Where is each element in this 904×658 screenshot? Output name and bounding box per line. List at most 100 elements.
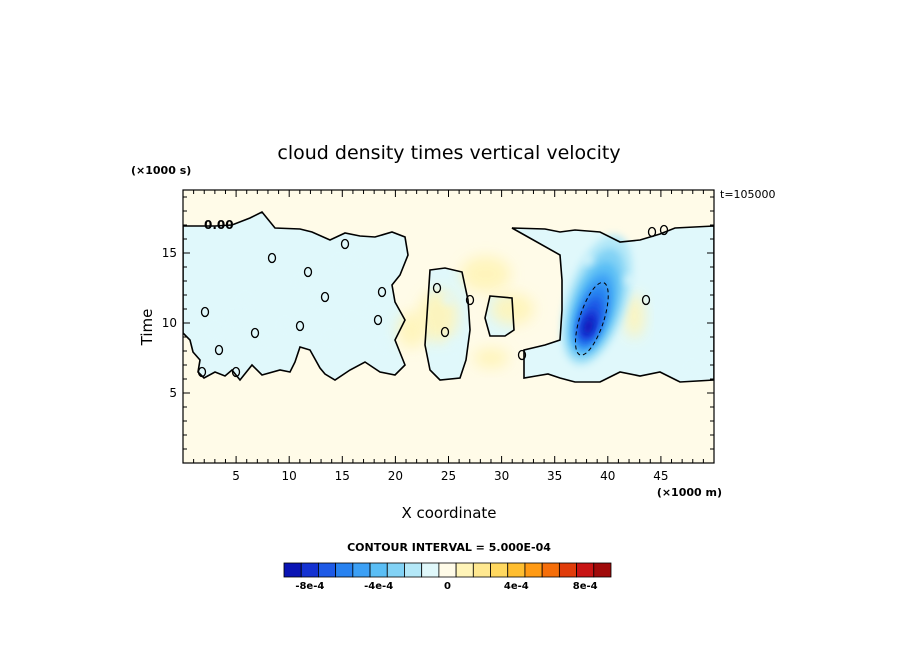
colorbar-swatch [490,562,509,578]
contour-layer [183,210,714,383]
x-tick-label: 20 [388,469,403,483]
small-zero-contour-6 [295,320,305,332]
small-zero-contour-12 [432,282,442,294]
positive-patch-3 [472,348,509,368]
colorbar-swatch [318,562,337,578]
positive-patch-1 [460,256,511,292]
small-zero-contour-14 [465,294,475,306]
chart-title: cloud density times vertical velocity [277,142,620,164]
small-zero-contour-2 [214,344,224,356]
colorbar-swatch [283,562,302,578]
small-zero-contour-3 [231,366,241,378]
small-zero-contour-0 [200,306,210,318]
colorbar-swatch [455,562,474,578]
cloud-speck-8 [366,307,378,317]
cloud-speck-18 [694,325,706,335]
colorbar-swatch [421,562,440,578]
x-tick-label: 5 [232,469,240,483]
y-axis-label: Time [138,309,156,347]
y-tick-label: 15 [162,246,177,260]
cloud-speck-1 [226,313,238,323]
colorbar-swatch [472,562,491,578]
small-zero-contour-8 [320,291,330,303]
small-zero-contour-13 [440,326,450,338]
x-tick-label: 10 [282,469,297,483]
y-tick-label: 5 [169,386,177,400]
small-zero-contour-10 [373,314,383,326]
negative-core-level-7 [583,318,593,335]
x-tick-label: 25 [441,469,456,483]
small-zero-contour-9 [340,238,350,250]
negative-contour [574,281,609,356]
colorbar [283,562,612,578]
cloud-speck-15 [582,255,594,265]
cloud-speck-19 [686,363,698,373]
zero-contour-1 [424,267,471,381]
tick-labels: 5 10 15 20 25 30 35 40 45 5 10 15 [162,246,669,483]
colorbar-swatch [524,562,543,578]
cloud-speck-16 [624,275,636,285]
cloud-speck-12 [294,277,306,287]
cloud-speck-11 [354,253,366,263]
small-zero-contour-4 [250,327,260,339]
x-tick-label: 40 [600,469,615,483]
small-zero-contour-18 [659,224,669,236]
colorbar-swatch [386,562,405,578]
y-unit-label: (×1000 s) [131,164,191,177]
plot-area: 0.00 [182,189,715,464]
plot-frame [182,189,715,464]
zero-contour-0 [183,210,409,382]
colorbar-swatch [541,562,560,578]
small-zero-contour-7 [303,266,313,278]
cloud-speck-17 [654,295,666,305]
colorbar-swatch [369,562,388,578]
cloud-speck-0 [209,325,221,335]
time-label: t=105000 [720,188,776,201]
colorbar-swatch [576,562,595,578]
colorbar-swatch [558,562,577,578]
small-zero-contour-17 [647,226,657,238]
cloud-speck-10 [332,257,344,267]
colorbar-labels: -8e-4 -4e-4 0 4e-4 8e-4 [295,581,597,592]
positive-patch-5 [624,294,645,338]
colorbar-swatch [335,562,354,578]
zero-contour-2 [484,295,515,337]
cloud-speck-2 [239,295,251,305]
contour-interval-label: CONTOUR INTERVAL = 5.000E-04 [347,541,551,554]
colorbar-swatch [352,562,371,578]
y-tick-label: 10 [162,316,177,330]
colorbar-swatch [593,562,612,578]
colorbar-swatch [300,562,319,578]
small-zero-contour-15 [517,349,527,361]
cloud-speck-14 [449,340,461,350]
axis-ticks [183,190,714,463]
x-axis-label: X coordinate [401,504,496,522]
x-unit-label: (×1000 m) [657,486,722,499]
x-tick-label: 30 [494,469,509,483]
small-zero-contour-1 [197,366,207,378]
x-tick-label: 45 [653,469,668,483]
small-zero-contour-11 [377,286,387,298]
colorbar-tick-label: 0 [444,581,451,592]
colorbar-swatch [507,562,526,578]
colorbar-tick-label: -4e-4 [364,581,393,592]
small-zero-contour-5 [267,252,277,264]
colorbar-tick-label: -8e-4 [295,581,324,592]
cloud-speck-4 [279,320,291,330]
colorbar-tick-label: 4e-4 [504,581,529,592]
colorbar-tick-label: 8e-4 [573,581,598,592]
colorbar-swatch [438,562,457,578]
small-zero-contour-16 [641,294,651,306]
x-tick-label: 35 [547,469,562,483]
cloud-speck-9 [379,340,391,350]
contour-label-zero: 0.00 [204,218,234,232]
zero-contour-3 [511,225,714,383]
cloud-speck-3 [256,337,268,347]
cloud-speck-6 [324,333,336,343]
x-tick-label: 15 [335,469,350,483]
positive-patch-4 [397,312,426,348]
colorbar-swatch [404,562,423,578]
cloud-speck-13 [442,295,454,305]
